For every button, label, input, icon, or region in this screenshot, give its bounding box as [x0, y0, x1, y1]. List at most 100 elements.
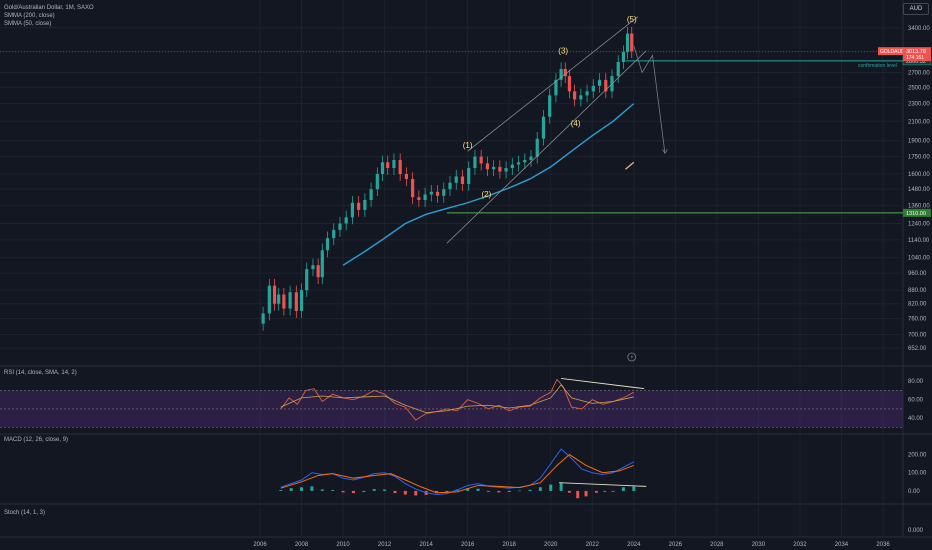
candle-body [479, 156, 483, 164]
macd-histogram-bar [559, 482, 563, 491]
macd-histogram-bar [362, 490, 366, 492]
y-tick-label: 760.00 [908, 316, 927, 322]
channel-lower-line [446, 50, 647, 244]
x-tick-label: 2022 [586, 542, 600, 548]
candle-body [510, 164, 514, 169]
candle-body [498, 166, 502, 172]
candle-body [429, 191, 433, 195]
rsi-band [0, 390, 903, 428]
y-tick-label: 1480.00 [908, 187, 930, 193]
macd-histogram-bar [372, 489, 376, 491]
y-tick-label: 2700.00 [908, 71, 930, 77]
y-tick-label: 1900.00 [908, 139, 930, 145]
support-price-tag [903, 208, 931, 217]
rsi-panel[interactable] [0, 378, 903, 428]
candle-body [616, 62, 620, 77]
macd-panel[interactable] [279, 448, 647, 499]
candle-body [369, 189, 373, 200]
rsi-legend: RSI (14, close, SMA, 14, 2) [4, 369, 77, 377]
y-tick-label: 880.00 [908, 288, 927, 294]
projection-path [633, 45, 666, 154]
candle-body [625, 33, 630, 53]
macd-histogram-bar [331, 490, 335, 491]
macd-histogram-bar [621, 487, 625, 491]
candle-body [299, 290, 304, 311]
candle-body [261, 313, 265, 324]
candle-body [559, 68, 563, 80]
rsi-sma-line [280, 384, 634, 414]
lightning-glyph [630, 354, 634, 360]
macd-histogram-bar [403, 490, 407, 495]
macd-tick-label: 100.00 [908, 471, 927, 477]
macd-histogram-bar [507, 490, 511, 492]
candle-body [325, 238, 330, 251]
macd-histogram-bar [289, 488, 293, 491]
x-tick-label: 2018 [503, 542, 517, 548]
price-panel[interactable]: confirmation level (1) (2) (3) (4) (5) [0, 15, 903, 362]
rsi-title[interactable]: RSI (14, close, SMA, 14, 2) [4, 370, 77, 376]
candle-body [423, 194, 427, 200]
macd-histogram-bar [528, 489, 532, 491]
sma50-legend[interactable]: SMMA (50, close) [4, 21, 52, 27]
y-tick-label: 820.00 [908, 302, 927, 308]
sma200-legend[interactable]: SMMA (200, close) [4, 13, 55, 19]
candle-body [621, 52, 626, 63]
candle-body [516, 162, 521, 165]
macd-histogram-bar [476, 488, 480, 491]
channel-upper-line [467, 16, 639, 152]
macd-histogram-bar [351, 490, 355, 494]
macd-legend: MACD (12, 26, close, 9) [4, 436, 68, 444]
macd-histogram-bar [632, 486, 636, 491]
x-tick-label: 2010 [336, 542, 350, 548]
macd-histogram-bar [576, 490, 580, 499]
candle-body [404, 174, 409, 179]
lightning-icon [627, 352, 637, 362]
macd-histogram-bar [445, 490, 449, 493]
macd-title[interactable]: MACD (12, 26, close, 9) [4, 437, 69, 443]
y-tick-label: 2300.00 [908, 102, 930, 108]
x-tick-label: 2026 [669, 542, 683, 548]
symbol-tag-label: GOLDAUD [880, 49, 905, 55]
macd-histogram-bar [279, 490, 283, 491]
x-tick-label: 2006 [253, 542, 267, 548]
macd-signal-line [280, 453, 634, 494]
candle-body [467, 168, 471, 184]
x-tick-label: 2008 [295, 542, 309, 548]
rsi-tick-label: 80.00 [908, 379, 924, 385]
candle-body [529, 156, 533, 161]
macd-histogram-bar [518, 490, 522, 492]
y-tick-label: 2100.00 [908, 119, 930, 125]
x-tick-label: 2030 [752, 542, 766, 548]
candle-body [585, 91, 589, 96]
candle-body [591, 85, 595, 92]
macd-histogram-bar [594, 490, 598, 493]
candle-body [492, 166, 496, 170]
candle-body [332, 229, 336, 239]
macd-divergence-line [559, 482, 647, 487]
sma200-line [342, 103, 635, 266]
macd-histogram-bar [341, 490, 345, 493]
macd-histogram-bar [320, 489, 324, 491]
candle-body [305, 269, 309, 291]
candle-body [573, 91, 577, 100]
wave-label: (1) [463, 141, 473, 150]
candle-body [554, 79, 558, 96]
x-tick-label: 2036 [876, 542, 890, 548]
macd-histogram-bar [603, 490, 607, 492]
x-tick-label: 2032 [793, 542, 807, 548]
axis-layer: 2006 2008 2010 2012 2014 2016 2018 2020 2022 2024… [253, 26, 932, 548]
candle-body [316, 265, 320, 278]
candle-body [277, 294, 281, 304]
candle-body [604, 79, 608, 92]
confirmation-price-label: 2866.52 [906, 59, 926, 65]
y-tick-label: 652.00 [908, 346, 927, 352]
last-price-sub-label: 174 161 [906, 55, 924, 61]
symbol-line[interactable]: Gold/Australian Dollar, 1M, SAXO [4, 5, 94, 11]
currency-button[interactable]: AUD [903, 3, 929, 15]
candle-body [535, 138, 539, 157]
macd-histogram-bar [497, 490, 501, 493]
candle-body [454, 176, 458, 183]
stoch-title[interactable]: Stoch (14, 1, 3) [4, 510, 46, 516]
price-legend: Gold/Australian Dollar, 1M, SAXO SMMA (2… [4, 4, 94, 28]
